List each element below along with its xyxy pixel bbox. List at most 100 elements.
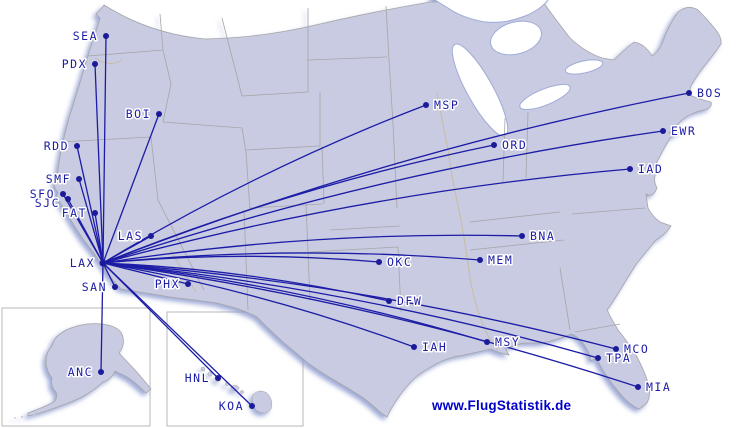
airport-label-BOI: BOI [126, 107, 151, 121]
airport-label-SMF: SMF [46, 172, 71, 186]
airport-label-MSP: MSP [434, 98, 459, 112]
airport-dot-MSY [484, 339, 490, 345]
airport-label-SEA: SEA [73, 29, 98, 43]
lake-ontario [564, 59, 604, 75]
airport-label-SFO: SFO [30, 187, 55, 201]
airport-label-LAS: LAS [118, 229, 143, 243]
airport-label-MEM: MEM [488, 253, 513, 267]
airport-label-EWR: EWR [671, 124, 696, 138]
route-LAX-MCO [102, 262, 617, 350]
route-LAX-SEA [102, 35, 107, 264]
airport-label-RDD: RDD [44, 139, 69, 153]
airport-label-FAT: FAT [62, 206, 87, 220]
inset-borders [1, 307, 304, 427]
hawaii-big-island [251, 390, 273, 414]
airport-dot-BOS [686, 90, 692, 96]
route-LAX-MSY [102, 262, 488, 343]
airport-label-IAH: IAH [422, 340, 447, 354]
airport-label-IAD: IAD [638, 162, 663, 176]
route-lines [62, 35, 690, 407]
airport-label-PDX: PDX [62, 57, 87, 71]
hawaii-inset-box [166, 311, 304, 427]
route-LAX-PDX [94, 63, 104, 264]
airport-label-MIA: MIA [646, 380, 671, 394]
airport-markers [60, 33, 692, 409]
airport-dot-MSP [423, 102, 429, 108]
great-lakes [434, 0, 604, 137]
airport-dot-MCO [613, 346, 619, 352]
route-LAX-KOA [102, 262, 253, 407]
airport-dot-SEA [103, 33, 109, 39]
airport-dot-PDX [92, 61, 98, 67]
route-LAX-BOS [102, 92, 690, 264]
us-outline [53, 1, 722, 418]
route-LAX-ANC [100, 262, 104, 373]
airport-label-HNL: HNL [185, 371, 210, 385]
airport-label-MSY: MSY [495, 335, 520, 349]
state-borders [59, 5, 646, 333]
airport-dot-EWR [660, 128, 666, 134]
aleutian-island [32, 412, 36, 416]
route-LAX-PHX [102, 262, 189, 285]
route-LAX-BOI [102, 113, 160, 264]
airport-dot-IAH [411, 344, 417, 350]
hawaii-island [207, 371, 213, 377]
airport-dot-MEM [477, 257, 483, 263]
airport-label-PHX: PHX [155, 277, 180, 291]
airport-label-SJC: SJC [35, 196, 60, 210]
aleutian-island [14, 417, 16, 419]
airport-dot-LAX [99, 259, 107, 267]
route-LAX-IAD [102, 168, 631, 264]
airport-dot-SAN [112, 284, 118, 290]
route-LAX-BNA [102, 234, 523, 264]
airport-dot-PHX [185, 281, 191, 287]
airport-label-BNA: BNA [530, 229, 555, 243]
watermark-link[interactable]: www.FlugStatistik.de [432, 398, 572, 413]
aleutian-island [20, 415, 24, 419]
airport-label-SAN: SAN [82, 280, 107, 294]
route-LAX-MSP [102, 104, 427, 264]
lake-erie [519, 83, 571, 111]
alaska-inset-box [1, 307, 151, 427]
airport-label-MCO: MCO [624, 342, 649, 356]
lake-huron [490, 20, 542, 56]
airport-dot-DFW [386, 298, 392, 304]
lake-superior [434, 0, 549, 23]
airport-dot-RDD [74, 143, 80, 149]
airport-dot-HNL [215, 375, 221, 381]
airport-dot-SMF [76, 176, 82, 182]
hawaii-island [200, 366, 206, 372]
airport-label-DFW: DFW [397, 294, 422, 308]
route-LAX-FAT [94, 212, 104, 264]
route-LAX-TPA [102, 262, 599, 359]
airport-dot-BNA [519, 233, 525, 239]
airport-dot-SFO [60, 191, 66, 197]
airport-dot-SJC [65, 196, 71, 202]
hawaii-island-maui [230, 385, 240, 391]
route-LAX-IAH [102, 262, 415, 348]
route-LAX-SFO [62, 193, 104, 264]
airport-dot-TPA [595, 355, 601, 361]
airport-dot-FAT [92, 210, 98, 216]
airport-label-LAX: LAX [70, 256, 95, 270]
airport-label-OKC: OKC [387, 255, 412, 269]
route-LAX-OKC [102, 255, 380, 264]
airport-label-ORD: ORD [502, 138, 527, 152]
hawaii-island [240, 390, 244, 394]
airport-dot-ORD [491, 142, 497, 148]
route-LAX-EWR [102, 130, 664, 264]
airport-label-ANC: ANC [68, 365, 93, 379]
airport-label-TPA: TPA [606, 351, 631, 365]
airport-dot-KOA [249, 403, 255, 409]
route-LAX-SMF [78, 178, 104, 264]
airport-dot-IAD [627, 166, 633, 172]
alaska [14, 323, 152, 419]
route-LAX-MIA [102, 262, 639, 388]
airport-label-BOS: BOS [697, 86, 722, 100]
route-LAX-RDD [76, 145, 104, 264]
route-LAX-SAN [102, 262, 116, 288]
airport-dot-LAS [148, 233, 154, 239]
